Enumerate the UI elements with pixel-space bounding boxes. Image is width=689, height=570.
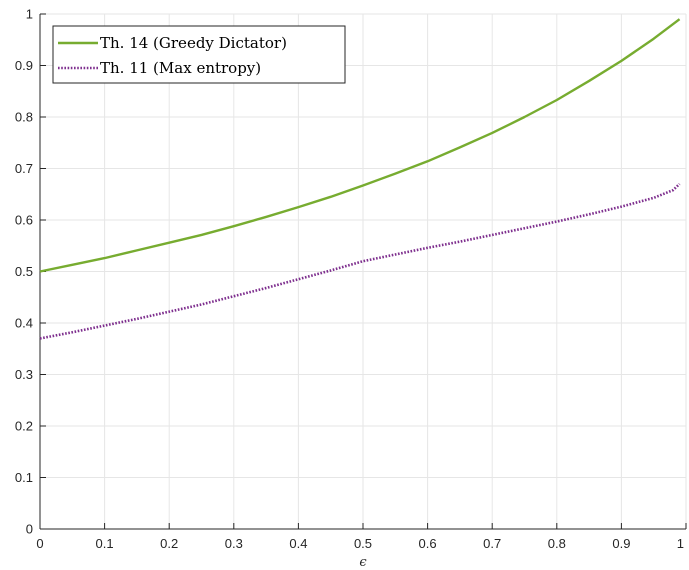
y-tick-label: 0.2	[15, 419, 33, 434]
y-tick-label: 0.5	[15, 264, 33, 279]
series-layer	[39, 18, 681, 340]
legend: Th. 14 (Greedy Dictator) Th. 11 (Max ent…	[52, 25, 346, 84]
y-tick-label: 1	[26, 7, 33, 22]
legend-label-max-entropy: Th. 11 (Max entropy)	[100, 59, 261, 77]
axes: 0 0.1 0.2 0.3 0.4 0.5 0.6 0.7 0.8 0.9 1 0 0.1 0.2 0.3 0…	[15, 7, 687, 551]
x-tick-label: 0.7	[483, 536, 501, 551]
x-tick-label: 0.4	[289, 536, 307, 551]
x-tick-label: 0.2	[160, 536, 178, 551]
x-tick-label: 0.1	[96, 536, 114, 551]
series-line-max-entropy	[39, 183, 681, 340]
legend-box	[52, 25, 346, 84]
x-tick-label: 1	[677, 536, 684, 551]
y-tick-label: 0.4	[15, 316, 33, 331]
x-tick-label: 0.5	[354, 536, 372, 551]
series-line-greedy-dictator	[39, 18, 681, 273]
y-tick-label: 0.3	[15, 367, 33, 382]
y-tick-label: 0.1	[15, 470, 33, 485]
y-tick-label: 0	[26, 522, 33, 537]
y-tick-label: 0.8	[15, 110, 33, 125]
x-tick-label: 0.8	[548, 536, 566, 551]
x-tick-label: 0.3	[225, 536, 243, 551]
y-tick-label: 0.9	[15, 58, 33, 73]
y-tick-label: 0.6	[15, 213, 33, 228]
x-tick-label: 0.9	[612, 536, 630, 551]
x-tick-label: 0.6	[419, 536, 437, 551]
legend-label-greedy-dictator: Th. 14 (Greedy Dictator)	[100, 34, 287, 52]
x-tick-label: 0	[36, 536, 43, 551]
y-tick-label: 0.7	[15, 161, 33, 176]
x-axis-label: ϵ	[359, 555, 367, 570]
